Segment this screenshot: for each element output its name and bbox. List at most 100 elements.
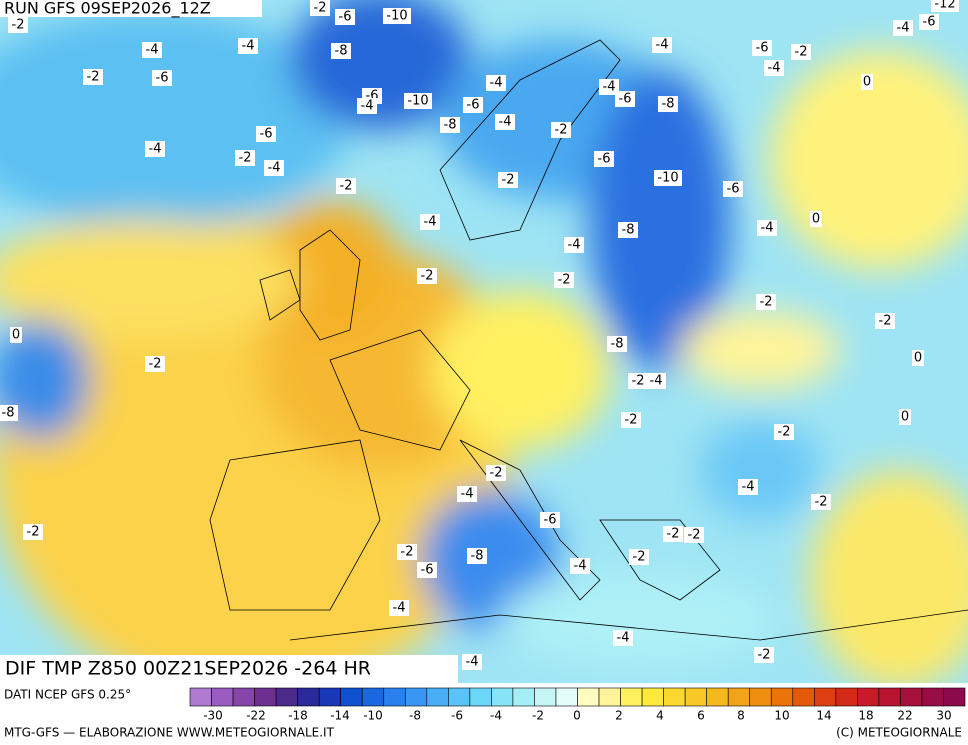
contour-label: -4 (242, 39, 255, 54)
colorbar-swatch (900, 687, 923, 707)
contour-label: -8 (444, 118, 457, 133)
contour-label: -2 (815, 495, 828, 510)
contour-label: -4 (424, 215, 437, 230)
colorbar-label: -2 (532, 709, 544, 723)
colorbar-label: 0 (573, 709, 581, 723)
contour-label: -4 (603, 80, 616, 95)
label-box (331, 43, 351, 59)
label-box (652, 37, 672, 53)
contour-label: -2 (340, 179, 353, 194)
contour-label: -2 (239, 151, 252, 166)
contour-label: -8 (662, 97, 675, 112)
colorbar-label: -8 (409, 709, 421, 723)
colorbar-label: 4 (656, 709, 664, 723)
colorbar-swatch (189, 687, 212, 707)
credit-right: (C) METEOGIORNALE (836, 726, 962, 740)
colorbar-swatch (254, 687, 277, 707)
contour-label: 0 (12, 328, 20, 343)
label-box (336, 178, 356, 194)
colorbar-swatch (878, 687, 901, 707)
label-box (615, 91, 635, 107)
contour-label: -6 (727, 182, 740, 197)
colorbar-label: 14 (816, 709, 831, 723)
colorbar-label: -6 (451, 709, 463, 723)
label-box (738, 479, 758, 495)
colorbar-swatch (404, 687, 428, 707)
label-box (383, 8, 411, 24)
label-box (397, 544, 417, 560)
contour-label: -6 (421, 563, 434, 578)
label-box (238, 38, 258, 54)
title-box (0, 655, 458, 683)
colorbar-label: 10 (774, 709, 789, 723)
contour-label: -4 (466, 655, 479, 670)
label-box (357, 98, 377, 114)
label-box (83, 69, 103, 85)
label-box (23, 524, 43, 540)
header-box (0, 0, 262, 17)
colorbar-swatch (727, 687, 751, 707)
colorbar-label: 2 (615, 709, 623, 723)
label-box (551, 122, 571, 138)
label-box (613, 630, 633, 646)
label-box (684, 527, 704, 543)
contour-label: -2 (555, 123, 568, 138)
colorbar-label: 18 (858, 709, 873, 723)
contour-label: -4 (268, 161, 281, 176)
label-box (486, 75, 506, 91)
contour-label: -2 (12, 18, 25, 33)
label-box (417, 268, 437, 284)
contour-label: -2 (87, 70, 100, 85)
colorbar-swatch (577, 687, 600, 707)
label-box (756, 294, 776, 310)
label-box (10, 327, 22, 343)
map-field (0, 0, 968, 683)
label-box (810, 211, 822, 227)
colorbar-swatch (318, 687, 341, 707)
contour-label: -2 (625, 413, 638, 428)
contour-label: -4 (897, 21, 910, 36)
colorbar-swatch (211, 687, 234, 707)
colorbar-label: -14 (330, 709, 350, 723)
contour-label: 0 (901, 410, 909, 425)
contour-label: -4 (617, 631, 630, 646)
contour-label: -4 (568, 238, 581, 253)
label-box (467, 548, 487, 564)
contour-label: -4 (499, 115, 512, 130)
contour-label: -2 (667, 527, 680, 542)
contour-label: -4 (761, 221, 774, 236)
label-box (0, 405, 18, 421)
colorbar-swatch (706, 687, 729, 707)
contour-label: -10 (657, 171, 678, 186)
contour-label: 0 (812, 212, 820, 227)
contour-label: -6 (756, 41, 769, 56)
label-box (861, 74, 873, 90)
map-title: DIF TMP Z850 00Z21SEP2026 -264 HR (5, 658, 371, 680)
label-box (145, 141, 165, 157)
label-box (420, 214, 440, 230)
label-box (912, 350, 924, 366)
colorbar-swatch (469, 687, 492, 707)
contour-label: 0 (914, 351, 922, 366)
label-box (628, 373, 648, 389)
label-box (564, 237, 584, 253)
label-box (235, 150, 255, 166)
contour-label: -6 (467, 98, 480, 113)
label-box (570, 558, 590, 574)
contour-label: -4 (650, 374, 663, 389)
contour-label: -4 (393, 601, 406, 616)
label-box (599, 79, 619, 95)
label-box (607, 336, 627, 352)
contour-label: -6 (260, 127, 273, 142)
label-box (440, 117, 460, 133)
colorbar-label: 6 (697, 709, 705, 723)
label-box (919, 14, 939, 30)
label-box (893, 20, 913, 36)
label-box (757, 220, 777, 236)
colorbar-swatch (770, 687, 794, 707)
colorbar-swatch (448, 687, 471, 707)
contour-label: -6 (339, 10, 352, 25)
contour-label: -12 (934, 0, 955, 12)
run-label: RUN GFS 09SEP2026_12Z (4, 0, 211, 19)
